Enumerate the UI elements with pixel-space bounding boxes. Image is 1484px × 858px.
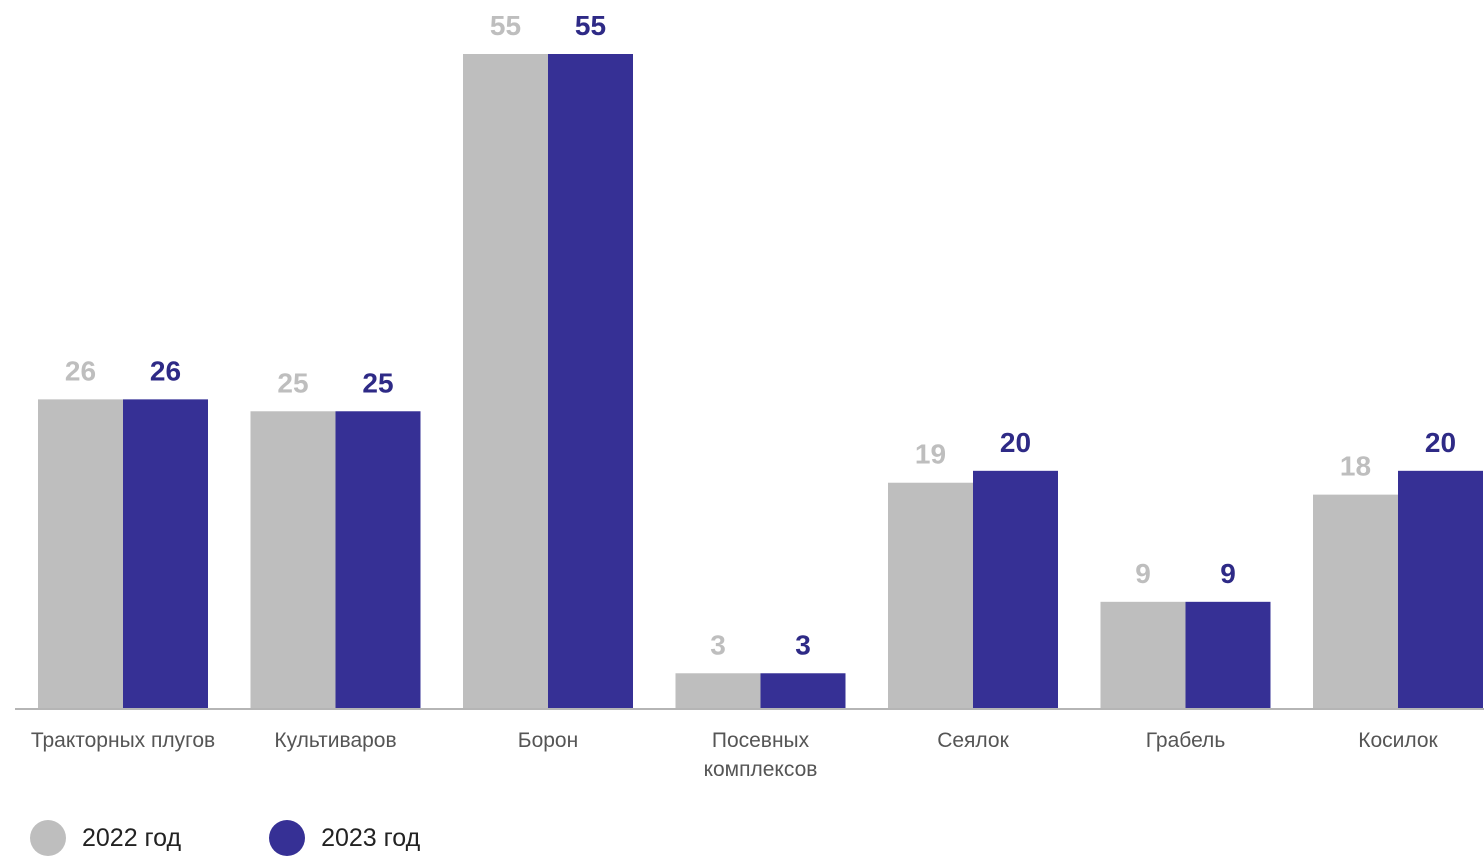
legend-label-2022: 2022 год [82, 823, 182, 852]
legend-swatch-2022 [30, 820, 66, 856]
bar-2022-5 [1100, 601, 1186, 709]
value-label-2022-4: 19 [915, 439, 946, 470]
value-label-2023-5: 9 [1220, 558, 1236, 589]
value-label-2022-6: 18 [1340, 451, 1371, 482]
bar-2023-3 [760, 673, 846, 709]
legend-swatch-2023 [269, 820, 306, 856]
value-label-2023-4: 20 [1000, 427, 1031, 458]
bar-2023-5 [1185, 601, 1271, 709]
category-label-5: Грабель [1146, 729, 1226, 752]
bar-2023-4 [973, 470, 1058, 709]
bar-2023-2 [548, 54, 633, 709]
category-label-1: Культиваров [274, 729, 396, 752]
bar-2022-1 [250, 411, 336, 709]
legend-label-2023: 2023 год [321, 823, 421, 852]
value-label-2022-3: 3 [710, 629, 726, 660]
category-label-4: Сеялок [937, 729, 1009, 752]
bar-2022-0 [38, 399, 123, 709]
value-label-2022-5: 9 [1135, 558, 1151, 589]
bar-2023-1 [335, 411, 421, 709]
bar-2023-6 [1398, 470, 1483, 709]
category-label-2: Борон [518, 729, 578, 752]
value-label-2022-2: 55 [490, 10, 521, 41]
bars-layer [38, 54, 1483, 709]
value-label-2023-6: 20 [1425, 427, 1456, 458]
value-label-2023-1: 25 [362, 367, 393, 398]
legend-item-2022: 2022 год [30, 820, 181, 856]
value-label-2022-1: 25 [277, 367, 308, 398]
category-label-0: Тракторных плугов [31, 729, 215, 752]
bar-2023-0 [123, 399, 208, 709]
bar-2022-4 [888, 482, 973, 709]
legend-item-2023: 2023 год [269, 820, 420, 856]
value-labels-layer: 26 26 25 25 55 55 3 3 19 20 9 9 18 20 [65, 10, 1456, 660]
category-labels-layer: Тракторных плугов Культиваров Борон Посевны… [31, 729, 1439, 781]
category-label-3: Посевных комплексов [704, 729, 818, 781]
value-label-2023-2: 55 [575, 10, 606, 41]
legend: 2022 год 2023 год [30, 818, 508, 858]
bar-2022-6 [1313, 494, 1398, 709]
bar-2022-3 [675, 673, 761, 709]
value-label-2022-0: 26 [65, 355, 96, 386]
value-label-2023-3: 3 [795, 629, 811, 660]
bar-2022-2 [463, 54, 548, 709]
category-label-6: Косилок [1358, 729, 1438, 752]
value-label-2023-0: 26 [150, 355, 181, 386]
